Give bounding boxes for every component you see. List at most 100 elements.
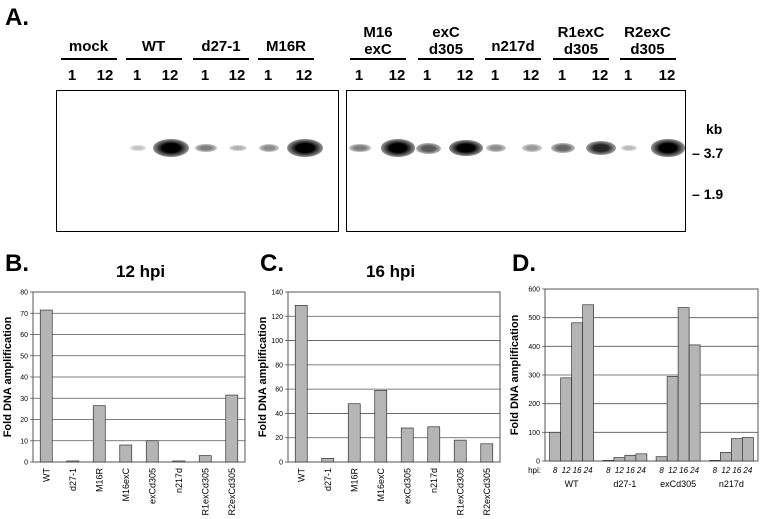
bar [347, 403, 361, 463]
bar [602, 460, 615, 462]
bar [119, 444, 133, 463]
x-tick-label: 12 [721, 466, 730, 475]
blot1-time-label: 1 [132, 67, 142, 84]
blot2-group-label-line: R2exC [624, 24, 671, 41]
y-tick-label: 40 [20, 375, 28, 382]
blot2-time-label: 1 [557, 67, 567, 84]
blot2-group-label: R1exC d305 [541, 24, 621, 58]
y-tick-label: 60 [20, 332, 28, 339]
blot2-time-label: 1 [354, 67, 364, 84]
marker-tick: – [692, 145, 700, 161]
chart-c: 0 20 40 60 80 100 120 140 Fold DNA amplification… [257, 290, 501, 516]
bar [720, 452, 732, 462]
blot2-group-label-line: d305 [428, 41, 464, 58]
x-tick-label: 8 [713, 466, 718, 475]
chart-d: 0 100 200 300 400 500 600 Fold DNA amplificatio… [509, 287, 759, 489]
blot1-band [195, 143, 217, 153]
x-tick-label: exCd305 [147, 468, 157, 504]
y-tick-label: 50 [20, 353, 28, 360]
blot1-time-label: 12 [295, 67, 313, 84]
blot1-time-label: 12 [161, 67, 179, 84]
blot-image-right [346, 90, 686, 232]
x-tick-label: 24 [742, 466, 752, 475]
x-tick-label: WT [296, 468, 306, 482]
blot-image-left [56, 90, 339, 232]
y-tick-label: 0 [24, 460, 28, 467]
bar [66, 460, 80, 463]
hpi-label: hpi: [528, 466, 541, 475]
y-tick-label: 20 [20, 417, 28, 424]
blot2-group-label: M16 exC [338, 24, 418, 58]
y-tick-label: 80 [20, 290, 28, 297]
blot2-band [449, 139, 483, 157]
blot2-group-label-line: d305 [630, 41, 665, 58]
panel-d-letter: D. [512, 250, 536, 277]
blot1-group-bar [258, 58, 314, 60]
x-tick-label: 16 [573, 466, 582, 475]
blot2-group-bar [485, 58, 541, 60]
bar [677, 307, 690, 462]
y-tick-label: 40 [275, 411, 283, 418]
bar [666, 376, 679, 462]
marker-3-7-label: – 3.7 [692, 145, 723, 161]
blot1-group-label: M16R [246, 38, 326, 55]
y-axis-label: Fold DNA amplification [257, 316, 269, 437]
blot1-group-bar [60, 58, 117, 60]
blot1-band [153, 139, 189, 157]
bar [374, 390, 388, 463]
bar [709, 460, 721, 462]
x-tick-label: 8 [659, 466, 664, 475]
blot2-group-bar [418, 58, 474, 60]
x-tick-label: M16exC [376, 468, 386, 502]
blot2-band [586, 141, 616, 155]
x-tick-label: M16exC [121, 468, 131, 502]
y-tick-label: 80 [275, 362, 283, 369]
x-tick-label: d27-1 [323, 468, 333, 491]
blot1-band [130, 145, 146, 151]
bar [560, 377, 572, 462]
bar [742, 437, 754, 462]
bar [225, 394, 239, 463]
x-tick-label: R2exCd305 [482, 468, 492, 516]
blot2-band [650, 139, 686, 157]
bar [688, 344, 701, 462]
y-tick-label: 100 [271, 338, 283, 345]
blot2-band [380, 139, 416, 157]
blot2-time-label: 1 [623, 67, 633, 84]
blot1-time-label: 1 [200, 67, 210, 84]
bar [635, 453, 648, 462]
bar [172, 460, 186, 463]
y-axis-label: Fold DNA amplification [2, 316, 14, 437]
group-label: exCd305 [660, 479, 696, 489]
panel-b-letter: B. [5, 250, 29, 277]
x-tick-label: n217d [429, 468, 439, 493]
blot1-group-label-line: M16R [265, 38, 306, 55]
group-label: WT [565, 479, 579, 489]
y-tick-label: 600 [528, 287, 540, 294]
x-tick-label: 16 [679, 466, 688, 475]
blot1-group-label-line: d27-1 [201, 38, 241, 55]
x-tick-label: 16 [626, 466, 635, 475]
blot2-band [620, 145, 638, 151]
blot2-group-label-line: exC [432, 24, 460, 41]
blot2-time-label: 12 [591, 67, 609, 84]
bar [400, 427, 414, 463]
blot2-band [415, 142, 441, 154]
group-label: n217d [719, 479, 744, 489]
bar [321, 458, 335, 463]
x-tick-label: 12 [562, 466, 571, 475]
marker-3-7-value: 3.7 [703, 145, 724, 161]
marker-1-9-label: – 1.9 [692, 186, 723, 202]
blot2-group-label-line: M16 [363, 24, 393, 41]
blot1-time-label: 12 [228, 67, 246, 84]
marker-tick: – [692, 186, 700, 202]
plot-frame [287, 291, 501, 463]
x-tick-label: 8 [606, 466, 611, 475]
bar [294, 305, 308, 463]
bar [582, 304, 594, 462]
bar [624, 454, 637, 462]
panel-c-letter: C. [260, 250, 284, 277]
bar [145, 440, 159, 463]
blot2-group-bar [619, 58, 676, 60]
bar [571, 322, 583, 462]
